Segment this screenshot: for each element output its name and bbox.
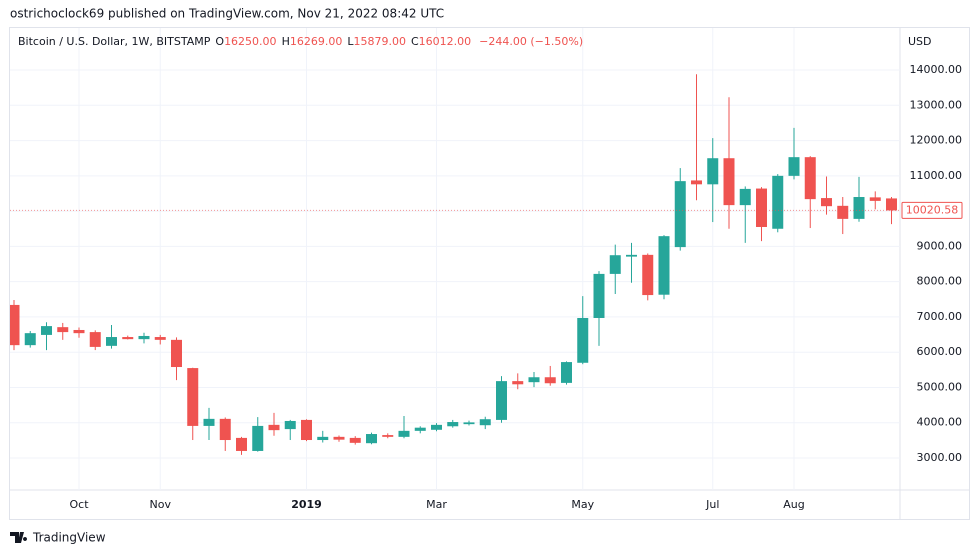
candle-body bbox=[187, 368, 199, 426]
candle-body bbox=[772, 175, 784, 229]
c-value: 16012.00 bbox=[419, 35, 472, 48]
change: −244.00 (−1.50%) bbox=[479, 35, 583, 48]
candle-body bbox=[544, 377, 556, 384]
footer-text: TradingView bbox=[32, 531, 106, 545]
candle-body bbox=[869, 197, 881, 201]
candle-body bbox=[626, 254, 637, 257]
candle-body bbox=[447, 422, 459, 427]
legend: Bitcoin / U.S. Dollar, 1W, BITSTAMP O1625… bbox=[18, 35, 583, 48]
candle-body bbox=[252, 425, 264, 451]
candle-body bbox=[73, 329, 85, 334]
grid bbox=[10, 28, 900, 490]
h-value: 16269.00 bbox=[290, 35, 343, 48]
last-price-tag bbox=[901, 201, 963, 219]
candle-body bbox=[382, 435, 394, 437]
candle-body bbox=[886, 198, 897, 211]
l-value: 15879.00 bbox=[353, 35, 406, 48]
candle-body bbox=[561, 362, 572, 383]
y-tick-label: 9000.00 bbox=[917, 239, 963, 252]
candle-body bbox=[317, 436, 329, 441]
candle-body bbox=[577, 317, 589, 363]
candle-body bbox=[593, 273, 605, 318]
candle-body bbox=[691, 180, 702, 185]
candle-body bbox=[756, 188, 767, 227]
candle-body bbox=[138, 335, 150, 340]
y-tick-label: 5000.00 bbox=[917, 380, 963, 393]
h-label: H bbox=[282, 35, 290, 48]
candle-body bbox=[398, 430, 410, 437]
x-tick-label: Oct bbox=[69, 498, 89, 511]
candle-body bbox=[89, 332, 101, 347]
candle-body bbox=[219, 418, 231, 441]
candle-body bbox=[496, 381, 507, 420]
c-label: C bbox=[411, 35, 419, 48]
y-tick-label: 6000.00 bbox=[917, 345, 963, 358]
candle-body bbox=[171, 339, 182, 368]
candle-body bbox=[788, 157, 800, 176]
candle-body bbox=[414, 427, 426, 431]
y-tick-label: 3000.00 bbox=[917, 451, 963, 464]
currency: USD bbox=[908, 35, 932, 48]
y-tick-label: 13000.00 bbox=[910, 98, 963, 111]
o-value: 16250.00 bbox=[224, 35, 277, 48]
candle-body bbox=[804, 157, 816, 200]
x-tick-label: Nov bbox=[150, 498, 172, 511]
candles bbox=[10, 74, 897, 455]
candle-body bbox=[431, 424, 442, 430]
candle-body bbox=[57, 327, 69, 333]
candle-body bbox=[707, 158, 719, 185]
y-tick-label: 12000.00 bbox=[910, 134, 963, 147]
candle-body bbox=[512, 381, 524, 385]
candle-body bbox=[268, 424, 280, 431]
y-tick-label: 4000.00 bbox=[917, 416, 963, 429]
symbol-title: Bitcoin / U.S. Dollar, 1W, BITSTAMP bbox=[18, 35, 211, 48]
candle-body bbox=[853, 197, 865, 219]
y-tick-label: 8000.00 bbox=[917, 275, 963, 288]
candle-body bbox=[723, 158, 735, 206]
x-tick-label: May bbox=[571, 498, 594, 511]
candle-body bbox=[642, 254, 654, 296]
candle-body bbox=[301, 419, 312, 441]
l-label: L bbox=[347, 35, 354, 48]
candle-body bbox=[106, 337, 117, 346]
last-price-label: 10020.58 bbox=[906, 203, 959, 216]
candle-body bbox=[609, 255, 621, 274]
candle-body bbox=[349, 437, 361, 443]
y-tick-label: 11000.00 bbox=[910, 169, 963, 182]
candle-body bbox=[284, 420, 296, 430]
footer-logo: TradingView bbox=[10, 531, 106, 545]
candle-body bbox=[10, 304, 20, 346]
x-tick-label: 2019 bbox=[291, 498, 322, 511]
x-tick-label: Mar bbox=[426, 498, 447, 511]
y-tick-label: 7000.00 bbox=[917, 310, 963, 323]
candle-body bbox=[333, 436, 345, 440]
candle-body bbox=[463, 422, 475, 425]
candle-body bbox=[366, 434, 377, 444]
o-label: O bbox=[215, 35, 224, 48]
candle-body bbox=[122, 337, 134, 340]
candle-body bbox=[41, 326, 52, 335]
candle-body bbox=[479, 419, 491, 426]
candle-body bbox=[658, 236, 670, 295]
logo-icon bbox=[10, 532, 28, 543]
y-tick-label: 14000.00 bbox=[910, 63, 963, 76]
candle-body bbox=[674, 181, 686, 248]
candle-body bbox=[821, 198, 832, 207]
candle-body bbox=[837, 205, 849, 219]
candle-body bbox=[739, 188, 751, 206]
candle-body bbox=[528, 377, 540, 383]
candle-body bbox=[154, 337, 166, 340]
candle-body bbox=[236, 437, 247, 451]
chart-frame bbox=[9, 27, 970, 520]
x-tick-label: Aug bbox=[783, 498, 804, 511]
candle-body bbox=[24, 333, 36, 346]
published-line: ostrichoclock69 published on TradingView… bbox=[10, 7, 444, 21]
x-tick-label: Jul bbox=[705, 498, 719, 511]
candle-body bbox=[203, 418, 215, 426]
